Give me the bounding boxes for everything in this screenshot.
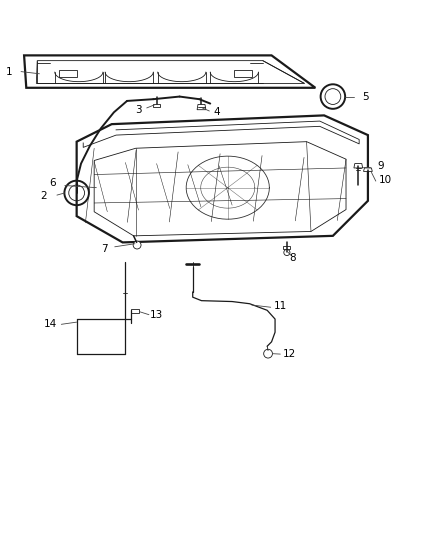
Text: 12: 12 xyxy=(283,349,296,359)
Text: 9: 9 xyxy=(378,161,385,171)
Text: 3: 3 xyxy=(134,104,141,115)
Polygon shape xyxy=(283,246,290,249)
Text: 6: 6 xyxy=(49,178,56,188)
Circle shape xyxy=(133,241,141,249)
Text: 7: 7 xyxy=(101,244,108,254)
Text: 14: 14 xyxy=(44,319,57,329)
Text: 10: 10 xyxy=(379,175,392,185)
Polygon shape xyxy=(131,309,139,313)
Circle shape xyxy=(264,349,272,358)
Text: 1: 1 xyxy=(5,67,12,77)
Circle shape xyxy=(284,249,290,255)
Polygon shape xyxy=(364,168,372,172)
Text: 2: 2 xyxy=(40,191,47,201)
Text: 8: 8 xyxy=(289,253,296,263)
Polygon shape xyxy=(234,70,252,77)
Polygon shape xyxy=(153,103,160,107)
Polygon shape xyxy=(197,104,206,110)
Text: 5: 5 xyxy=(362,92,369,102)
Polygon shape xyxy=(354,164,363,168)
Polygon shape xyxy=(59,70,77,77)
Text: 13: 13 xyxy=(150,310,163,320)
Text: 11: 11 xyxy=(274,301,287,311)
Text: 4: 4 xyxy=(213,107,220,117)
